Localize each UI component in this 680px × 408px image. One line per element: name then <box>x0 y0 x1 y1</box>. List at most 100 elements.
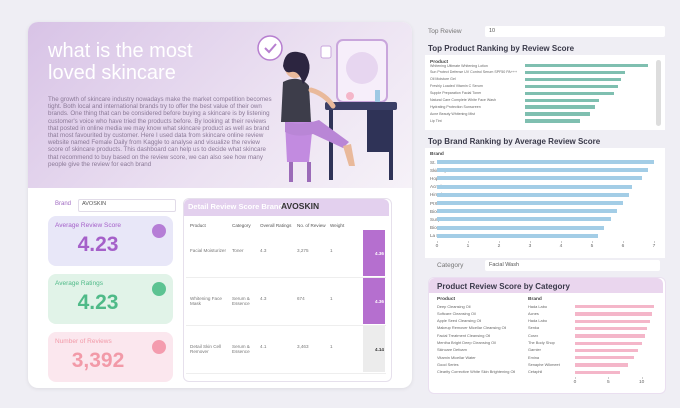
column-header: No. of Review <box>297 223 326 228</box>
bar <box>437 225 605 230</box>
brand-label: The Body Shop <box>528 340 555 345</box>
detail-header <box>184 199 389 216</box>
category-label: Biore <box>430 225 441 231</box>
filter-value: Facial Wash <box>489 262 520 268</box>
category-label: Mentha Bright Deep Cleansing Oil <box>437 341 496 345</box>
tick-mark <box>499 241 500 243</box>
bar <box>437 184 633 189</box>
bar-label: 4.36 <box>375 251 384 256</box>
filter-box[interactable] <box>485 26 665 37</box>
column-header: Product <box>190 223 206 228</box>
bar <box>525 70 625 75</box>
bar <box>525 105 595 109</box>
bar <box>575 363 629 367</box>
category-label: Makeup Remover Micellar Cleansing Oil <box>437 326 507 331</box>
category-label: PIXY <box>430 200 441 206</box>
column-header: Category <box>232 223 251 228</box>
weight-bar <box>363 230 385 276</box>
kpi-card <box>48 332 173 382</box>
category-label: Softcare Cleansing Oil <box>437 311 476 316</box>
bar <box>525 119 580 123</box>
category-label: Vitamin Micellar Water <box>437 355 476 360</box>
brand-label: Hada Labo <box>528 303 548 309</box>
detail-card <box>183 198 392 382</box>
bar <box>525 98 599 102</box>
table-cell: 674 <box>297 296 305 301</box>
filter-label: Brand <box>55 201 72 207</box>
bar <box>575 312 652 316</box>
kpi-card <box>48 274 173 324</box>
category-label: Whitening Ultimate Whitening Lotion <box>430 63 488 68</box>
bar <box>525 64 648 68</box>
tick-mark <box>561 241 562 243</box>
tick-mark <box>437 241 438 243</box>
x-tick-label: 0 <box>435 244 439 249</box>
hero-description: The growth of skincare industry nowadays… <box>48 96 272 168</box>
x-tick-label: 5 <box>590 244 594 249</box>
bar <box>437 176 642 181</box>
x-tick-label: 1 <box>466 244 470 249</box>
kpi-label: Number of Reviews <box>55 338 112 345</box>
filter-value: AVOSKIN <box>82 201 107 207</box>
column-header: Weight <box>330 223 345 228</box>
table-cell: 3,463 <box>297 344 309 349</box>
brand-label: Hada Labo <box>528 318 548 324</box>
tick-mark <box>654 241 655 243</box>
brand-label: Cosrx <box>528 332 539 338</box>
table-cell: 1 <box>330 248 333 253</box>
brand-label: Emina <box>528 354 540 360</box>
table-title: Detail Review Score Brand <box>188 202 284 211</box>
row-divider <box>186 277 386 278</box>
tick-mark <box>641 377 643 379</box>
brand-label: Cetaphil <box>528 369 543 375</box>
table-cell: Facial Moisturizer <box>190 248 226 253</box>
table-cell: Detail Skin Cell Remover <box>190 344 222 355</box>
bar <box>437 160 654 164</box>
hero-illustration <box>257 35 397 182</box>
weight-bar <box>363 278 385 324</box>
kpi-value: 4.23 <box>77 233 119 256</box>
column-header: Brand <box>528 297 542 302</box>
brand-label: Senaphe Wikmeet <box>528 361 560 367</box>
bar <box>437 201 623 205</box>
bar <box>437 192 630 197</box>
column-header: Brand <box>430 152 444 157</box>
column-header: Product <box>430 60 449 65</box>
filter-value: 10 <box>489 28 496 34</box>
table-cell: 4.3 <box>260 248 267 253</box>
category-label: Freshly Loaded Vitamin C Serum <box>430 84 483 89</box>
bar <box>525 77 621 82</box>
column-header: Product <box>437 297 456 302</box>
bar-label: 4.36 <box>375 299 384 304</box>
bar <box>575 356 634 360</box>
x-tick-label: 10 <box>638 380 645 385</box>
table-cell: 4.1 <box>260 344 267 349</box>
kpi-icon <box>152 224 166 238</box>
x-tick-label: 6 <box>621 244 625 249</box>
category-label: Good Series <box>437 362 459 367</box>
filter-label: Category <box>437 262 464 269</box>
tick-mark <box>530 241 531 243</box>
category-label: Hydrating Protection Sunscreen <box>430 104 481 109</box>
kpi-icon <box>152 340 166 354</box>
category-label: Oil Moisture Gel <box>430 77 456 82</box>
filter-box[interactable] <box>485 260 660 271</box>
tick-mark <box>575 377 576 379</box>
category-label: Supple Preparation Facial Toner <box>430 91 482 96</box>
x-tick-label: 3 <box>528 244 532 249</box>
brand-label: Senka <box>528 325 540 331</box>
x-tick-label: 4 <box>559 244 563 249</box>
hero-title: what is the most loved skincare <box>48 40 193 84</box>
chart-title: Top Product Ranking by Review Score <box>428 44 575 53</box>
category-label: Acnol <box>430 184 442 190</box>
bar <box>525 84 618 89</box>
category-panel <box>428 277 666 394</box>
x-tick-label: 5 <box>606 380 610 385</box>
scrollbar[interactable] <box>656 60 661 126</box>
bar-label: 4.14 <box>375 347 384 352</box>
table-cell: 3,275 <box>297 248 309 253</box>
chart-title: Top Brand Ranking by Average Review Scor… <box>428 137 601 146</box>
kpi-card <box>48 216 173 266</box>
filter-box[interactable] <box>78 199 176 212</box>
